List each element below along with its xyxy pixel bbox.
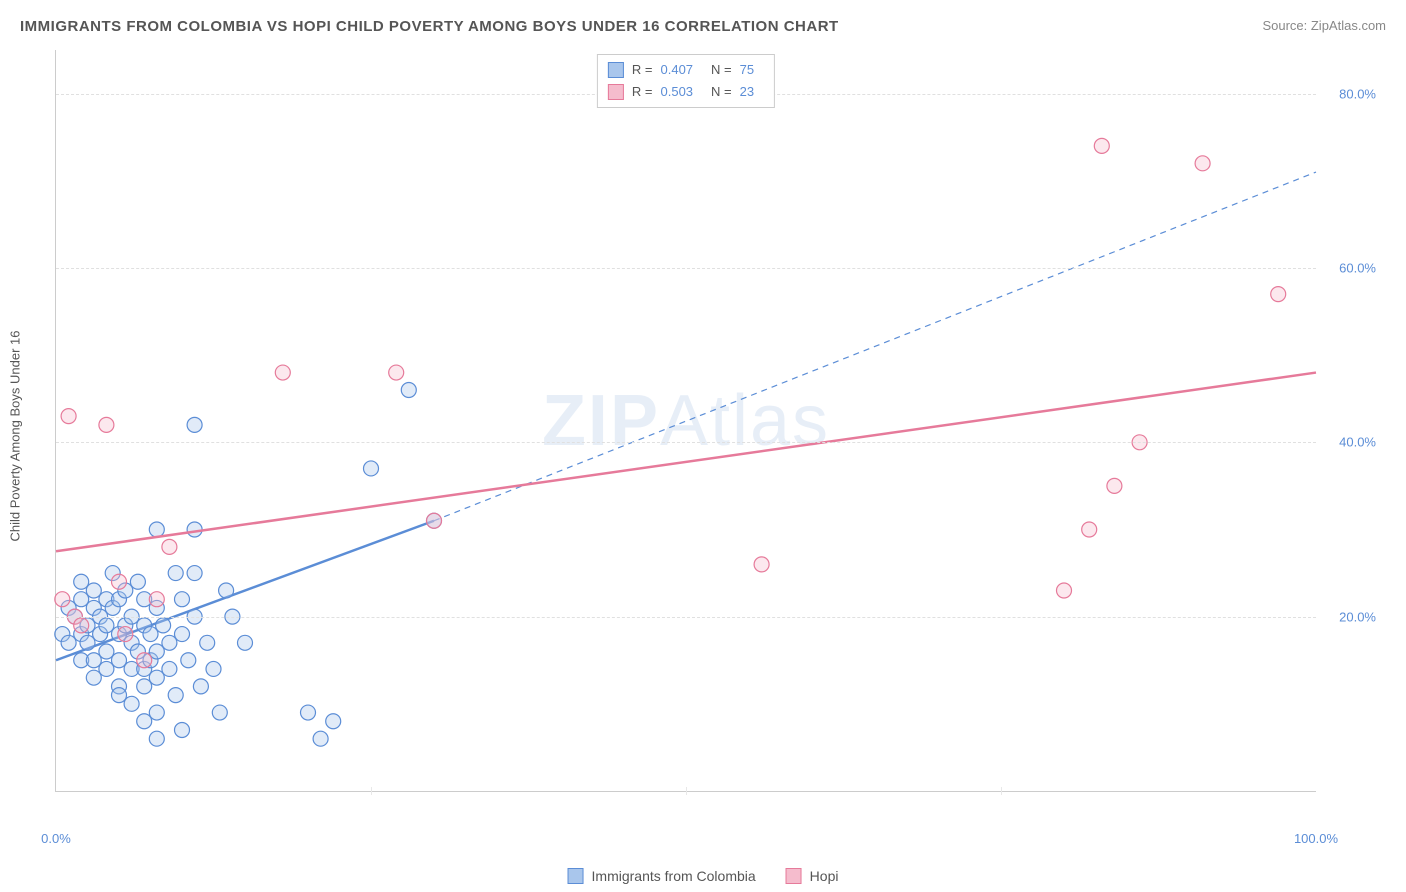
chart-title: IMMIGRANTS FROM COLOMBIA VS HOPI CHILD P… (20, 18, 839, 35)
y-tick-label: 80.0% (1339, 86, 1376, 101)
scatter-svg (56, 50, 1316, 791)
legend-item-a: Immigrants from Colombia (568, 868, 756, 884)
legend-row-series-a: R = 0.407 N = 75 (608, 59, 764, 81)
y-axis-label: Child Poverty Among Boys Under 16 (8, 331, 23, 542)
swatch-icon (786, 868, 802, 884)
y-tick-label: 20.0% (1339, 609, 1376, 624)
series-legend: Immigrants from Colombia Hopi (568, 868, 839, 884)
chart-area: Child Poverty Among Boys Under 16 ZIPAtl… (55, 50, 1386, 822)
plot-region: ZIPAtlas R = 0.407 N = 75 R = 0.503 N = … (55, 50, 1316, 792)
legend-item-b: Hopi (786, 868, 839, 884)
swatch-icon (568, 868, 584, 884)
source-attribution: Source: ZipAtlas.com (1262, 18, 1386, 33)
correlation-legend: R = 0.407 N = 75 R = 0.503 N = 23 (597, 54, 775, 108)
swatch-icon (608, 84, 624, 100)
y-tick-label: 60.0% (1339, 260, 1376, 275)
y-tick-label: 40.0% (1339, 435, 1376, 450)
legend-row-series-b: R = 0.503 N = 23 (608, 81, 764, 103)
swatch-icon (608, 62, 624, 78)
x-tick-label: 100.0% (1294, 831, 1338, 846)
legend-label: Immigrants from Colombia (592, 868, 756, 884)
legend-label: Hopi (810, 868, 839, 884)
x-tick-label: 0.0% (41, 831, 71, 846)
